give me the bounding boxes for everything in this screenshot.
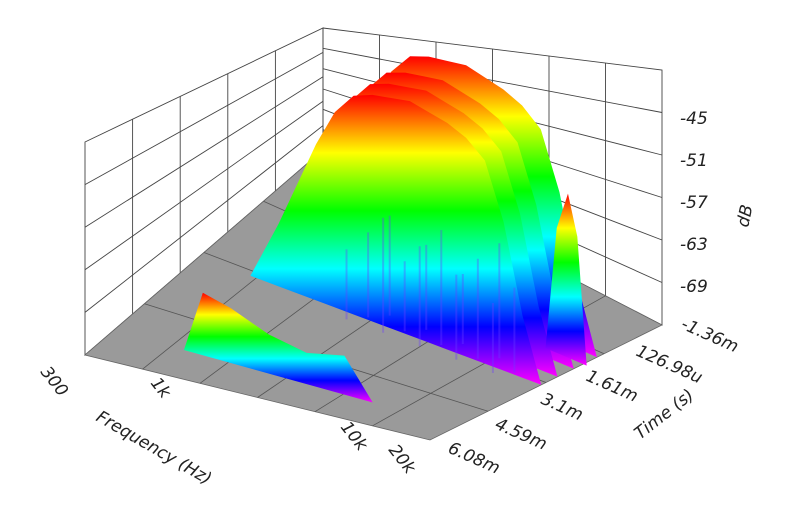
y-tick-label: 1.61m — [583, 366, 641, 406]
y-tick-label: 4.59m — [492, 414, 550, 454]
z-tick-label: -69 — [680, 277, 708, 297]
z-axis-title: dB — [733, 203, 757, 229]
x-tick-label: 20k — [384, 441, 420, 479]
z-tick-label: -51 — [680, 151, 708, 171]
y-tick-label: 3.1m — [538, 389, 586, 425]
x-tick-label: 300 — [36, 363, 72, 401]
grid-line — [84, 52, 324, 185]
secondary-ridge — [545, 193, 587, 366]
left-wall-grid — [84, 50, 324, 314]
spectral-surface — [183, 56, 597, 403]
z-tick-label: -57 — [680, 193, 708, 213]
y-tick-label: -1.36m — [678, 314, 741, 357]
grid-line — [84, 100, 324, 271]
grid-line — [84, 76, 324, 228]
x-axis-title: Frequency (Hz) — [93, 407, 215, 489]
z-tick-label: -45 — [680, 109, 708, 129]
grid-line — [84, 125, 324, 313]
x-tick-label: 1k — [146, 374, 175, 404]
y-tick-label: 126.98u — [633, 341, 706, 388]
y-axis-title: Time (s) — [631, 385, 698, 444]
main-ridge-layer — [199, 94, 542, 385]
low-band-ridge — [183, 292, 373, 403]
z-axis: -45 -51 -57 -63 -69 dB — [680, 109, 758, 297]
z-tick-label: -63 — [680, 235, 708, 255]
y-tick-label: 6.08m — [445, 438, 503, 478]
